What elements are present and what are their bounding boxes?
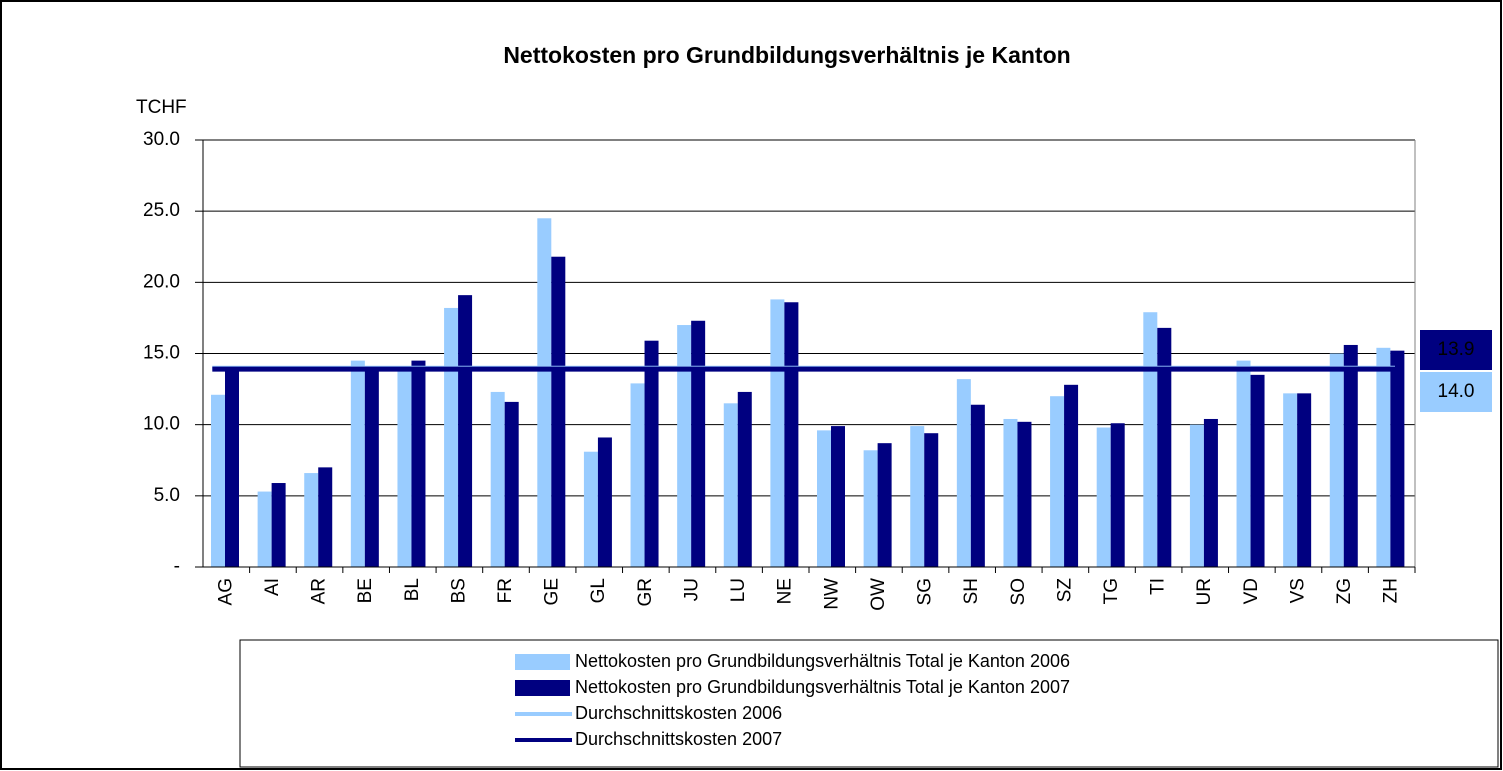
bar xyxy=(397,367,412,567)
y-tick-label: 15.0 xyxy=(143,343,180,364)
bar xyxy=(350,360,365,567)
legend-label: Nettokosten pro Grundbildungsverhältnis … xyxy=(575,651,1070,671)
bar xyxy=(318,467,333,567)
bar xyxy=(304,473,319,567)
x-tick-label: TI xyxy=(1148,578,1169,595)
x-tick-label: SO xyxy=(1008,578,1029,605)
x-tick-label: OW xyxy=(868,578,889,611)
bar xyxy=(271,483,286,567)
bar xyxy=(817,430,831,567)
bar xyxy=(770,299,785,567)
y-tick-label: - xyxy=(174,556,180,577)
bar xyxy=(1157,327,1172,567)
legend-label: Nettokosten pro Grundbildungsverhältnis … xyxy=(575,677,1070,697)
x-tick-label: AI xyxy=(262,578,283,596)
bar xyxy=(924,433,939,567)
x-tick-label: BS xyxy=(448,578,469,603)
x-tick-label: LU xyxy=(728,578,749,602)
x-tick-label: JU xyxy=(681,578,702,601)
average-label-box xyxy=(1420,372,1492,412)
x-tick-label: BL xyxy=(402,578,423,601)
bar xyxy=(551,256,566,567)
x-tick-label: VD xyxy=(1241,578,1262,604)
bar xyxy=(1189,424,1204,567)
bar xyxy=(1050,396,1065,567)
bar xyxy=(1236,360,1251,567)
x-tick-label: GE xyxy=(542,578,563,605)
average-label: 13.9 xyxy=(1438,339,1475,360)
bar xyxy=(1064,384,1079,567)
average-label: 14.0 xyxy=(1438,381,1475,402)
legend-swatch xyxy=(515,654,570,670)
bar xyxy=(644,340,659,567)
bar xyxy=(364,367,379,567)
bar xyxy=(677,325,692,567)
x-tick-label: AR xyxy=(309,578,330,604)
y-tick-label: 25.0 xyxy=(143,200,180,221)
bar xyxy=(411,360,426,567)
y-tick-label: 5.0 xyxy=(154,485,180,506)
bar xyxy=(1096,427,1111,567)
bar xyxy=(458,295,473,567)
chart-title: Nettokosten pro Grundbildungsverhältnis … xyxy=(503,42,1070,68)
bar xyxy=(1329,353,1344,567)
bar xyxy=(970,404,985,567)
x-tick-label: VS xyxy=(1287,578,1308,603)
y-tick-label: 30.0 xyxy=(143,129,180,150)
bar xyxy=(257,491,272,567)
x-tick-label: SZ xyxy=(1054,578,1075,603)
bar xyxy=(537,218,552,568)
bar xyxy=(630,383,645,567)
legend-label: Durchschnittskosten 2006 xyxy=(575,703,782,723)
bar xyxy=(1017,421,1032,567)
bar xyxy=(1390,350,1405,567)
bar xyxy=(1110,423,1125,567)
bar xyxy=(1297,393,1312,567)
bar xyxy=(691,320,706,567)
x-tick-label: FR xyxy=(495,578,516,603)
bar xyxy=(723,403,738,567)
bar xyxy=(1283,393,1298,567)
x-tick-label: NE xyxy=(775,578,796,604)
bar xyxy=(877,443,892,567)
x-tick-label: SH xyxy=(961,578,982,604)
bar xyxy=(444,307,459,567)
y-tick-label: 10.0 xyxy=(143,414,180,435)
x-tick-label: SG xyxy=(915,578,936,605)
bar xyxy=(211,394,225,567)
bar xyxy=(910,426,925,567)
bar xyxy=(1203,418,1218,567)
x-tick-label: GL xyxy=(588,578,609,603)
bar xyxy=(1376,347,1391,567)
bar xyxy=(1343,344,1358,567)
legend-label: Durchschnittskosten 2007 xyxy=(575,729,782,749)
x-tick-label: NW xyxy=(821,578,842,610)
bar xyxy=(597,437,612,567)
average-label-box xyxy=(1420,330,1492,370)
bar xyxy=(831,426,845,567)
bar xyxy=(1003,418,1018,567)
y-tick-label: 20.0 xyxy=(143,271,180,292)
bar xyxy=(863,450,878,567)
bar xyxy=(737,391,752,567)
x-tick-label: ZH xyxy=(1381,578,1402,603)
x-tick-label: ZG xyxy=(1334,578,1355,604)
bar xyxy=(1143,312,1158,567)
x-tick-label: TG xyxy=(1101,578,1122,604)
bar xyxy=(504,401,519,567)
x-tick-label: GR xyxy=(635,578,656,607)
bar xyxy=(1250,374,1265,567)
bar xyxy=(784,302,799,567)
bar xyxy=(490,391,505,567)
x-tick-label: BE xyxy=(355,578,376,603)
y-axis-label: TCHF xyxy=(136,97,187,118)
legend-swatch xyxy=(515,680,570,696)
bar xyxy=(956,379,971,567)
bar xyxy=(583,451,598,567)
legend-box xyxy=(239,639,1499,768)
bar xyxy=(225,369,239,567)
x-tick-label: AG xyxy=(215,578,236,605)
x-tick-label: UR xyxy=(1194,578,1215,605)
